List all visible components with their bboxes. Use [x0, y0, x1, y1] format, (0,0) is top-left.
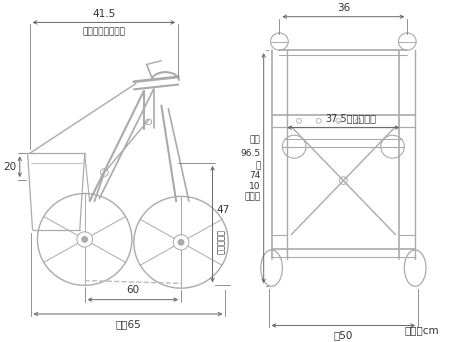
Text: 41.5: 41.5	[93, 9, 116, 18]
Text: （座面高）: （座面高）	[216, 229, 225, 254]
Text: （かご受け奧行）: （かご受け奧行）	[83, 27, 126, 36]
Text: 高さ: 高さ	[250, 135, 261, 144]
Text: ～: ～	[255, 161, 261, 170]
Text: 10: 10	[249, 182, 261, 191]
Text: 60: 60	[126, 285, 140, 295]
Text: 幁50: 幁50	[334, 330, 353, 340]
Text: 37.5（座面幅）: 37.5（座面幅）	[326, 113, 377, 123]
Text: 36: 36	[337, 3, 350, 13]
Text: 74: 74	[249, 171, 261, 180]
Text: 20: 20	[4, 162, 17, 172]
Text: 単位：cm: 単位：cm	[404, 326, 439, 336]
Circle shape	[178, 239, 184, 245]
Circle shape	[82, 237, 88, 242]
Text: 段階調: 段階調	[245, 193, 261, 201]
Text: 奧行65: 奧行65	[115, 319, 141, 329]
Text: 96.5: 96.5	[241, 149, 261, 158]
Text: 47: 47	[216, 205, 230, 215]
